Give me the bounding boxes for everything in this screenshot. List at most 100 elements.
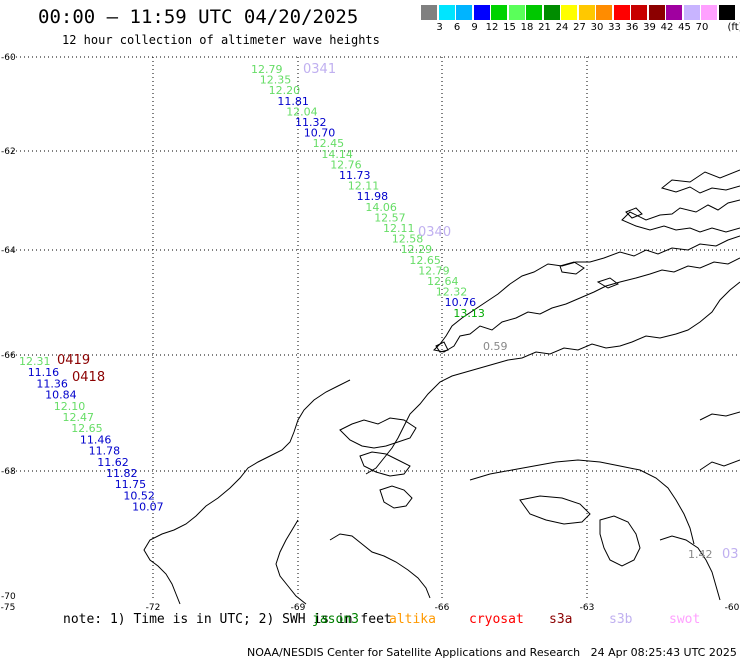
legend-label: 9 (471, 22, 478, 33)
wave-height-label: 1.42 (688, 548, 713, 561)
pass-time-labels: 0341 0340 0419 0418 03 0.59 1.42 (57, 62, 739, 562)
legend-label: 6 (453, 22, 461, 33)
wave-height-label: 12.29 (401, 243, 433, 256)
legend-swatch (631, 5, 647, 20)
legend-label: 45 (678, 22, 691, 33)
legend-swatch (526, 5, 542, 20)
pass-time-label: 0341 (303, 62, 336, 77)
legend-swatch (718, 5, 735, 20)
wave-height-label: 14.14 (321, 148, 353, 161)
latitude-label: -62 (1, 147, 16, 157)
legend-label: 33 (608, 22, 621, 33)
wave-height-label: 12.32 (436, 286, 468, 299)
legend-label: 18 (520, 22, 534, 33)
wave-height-label: 14.06 (365, 201, 397, 214)
legend-swatch (456, 5, 472, 20)
legend-label: 39 (643, 22, 656, 33)
wave-height-label: 12.64 (427, 275, 459, 288)
wave-height-label: 11.82 (106, 467, 138, 480)
wave-height-label: 12.79 (418, 264, 450, 277)
legend-label: 36 (625, 22, 639, 33)
pass-time-label: 0340 (418, 225, 451, 240)
credit-text: NOAA/NESDIS Center for Satellite Applica… (247, 646, 581, 659)
wave-height-label: 11.81 (277, 95, 309, 108)
antarctic-peninsula-coastline (143, 169, 740, 605)
legend-swatch (473, 5, 490, 20)
wave-height-label: 10.07 (132, 501, 164, 514)
wave-height-label: 12.11 (348, 180, 380, 193)
wave-height-label: 12.65 (71, 422, 103, 435)
generated-timestamp: 24 Apr 08:25:43 UTC 2025 (590, 646, 737, 659)
wave-height-label: 0.59 (483, 340, 508, 353)
legend-label: 21 (538, 22, 551, 33)
wave-height-label: 12.04 (286, 105, 318, 118)
legend-swatch (666, 5, 682, 20)
legend-swatch (596, 5, 612, 20)
latitude-label: -64 (1, 246, 16, 256)
longitude-label: -66 (435, 603, 450, 613)
wave-height-label: 10.70 (304, 127, 336, 140)
mission-label: altika (389, 612, 436, 627)
latitude-label: -68 (1, 467, 16, 477)
wave-height-label: 10.84 (45, 389, 77, 402)
longitude-label: -69 (291, 603, 306, 613)
wave-height-label: 12.11 (383, 222, 415, 235)
wave-height-label: 13.13 (453, 307, 485, 320)
legend-swatch (701, 5, 717, 20)
wave-height-label: 11.73 (339, 169, 371, 182)
pass-time-label: 0418 (72, 370, 105, 385)
wave-height-label: 12.20 (269, 84, 301, 97)
longitude-label: -60 (725, 603, 740, 613)
legend-label: 70 (695, 22, 709, 33)
legend-label: 30 (590, 22, 604, 33)
wave-height-label: 12.31 (19, 355, 51, 368)
legend-swatch (438, 5, 455, 20)
wave-height-label: 12.65 (409, 254, 441, 267)
longitude-label: -63 (580, 603, 595, 613)
wave-height-label: 12.45 (313, 137, 345, 150)
latitude-label: -60 (1, 53, 16, 63)
wave-height-label: 11.98 (357, 190, 389, 203)
legend-label: 3 (436, 22, 443, 33)
legend-swatch (508, 5, 525, 20)
legend-swatch (543, 5, 560, 20)
wave-height-label: 11.78 (89, 445, 121, 458)
wave-height-label: 11.16 (28, 366, 60, 379)
legend-unit: (ft) (727, 22, 740, 33)
legend-swatch (491, 5, 507, 20)
wave-height-label: 11.32 (295, 116, 327, 129)
wave-height-label: 12.76 (330, 158, 362, 171)
legend-swatch (613, 5, 630, 20)
latitude-label: -70 (1, 592, 16, 602)
latitude-labels: -60 -62 -64 -66 -68 -70 (1, 53, 16, 602)
map-grid (8, 56, 740, 600)
wave-height-label: 12.47 (63, 411, 95, 424)
wave-height-label: 12.10 (54, 400, 86, 413)
pass-time-label: 0419 (57, 353, 90, 368)
legend-swatch (561, 5, 577, 20)
wave-height-labels: 12.79 12.3512.2011.8112.0411.3210.7012.45… (19, 63, 485, 514)
mission-label: s3b (609, 612, 633, 627)
legend-label: 24 (555, 22, 569, 33)
longitude-label: -75 (1, 603, 16, 613)
latitude-label: -66 (1, 351, 16, 361)
legend-swatch (648, 5, 665, 20)
longitude-labels: -75 -72 -69 -66 -63 -60 (1, 603, 740, 613)
legend-swatch (683, 5, 700, 20)
mission-label: jason3 (312, 612, 359, 627)
footnote: note: 1) Time is in UTC; 2) SWH is in fe… (63, 612, 392, 627)
wave-height-label: 12.35 (260, 74, 292, 87)
wave-height-label: 12.57 (374, 211, 406, 224)
wave-height-label: 12.58 (392, 233, 424, 246)
wave-height-label: 11.62 (97, 456, 129, 469)
wave-height-label: 11.36 (36, 377, 68, 390)
pass-time-label: 03 (722, 547, 739, 562)
legend-label: 42 (660, 22, 674, 33)
legend-label: 15 (503, 22, 516, 33)
legend-label: 27 (573, 22, 586, 33)
longitude-label: -72 (146, 603, 161, 613)
mission-label: s3a (549, 612, 573, 627)
credit-footer: NOAA/NESDIS Center for Satellite Applica… (240, 633, 737, 659)
